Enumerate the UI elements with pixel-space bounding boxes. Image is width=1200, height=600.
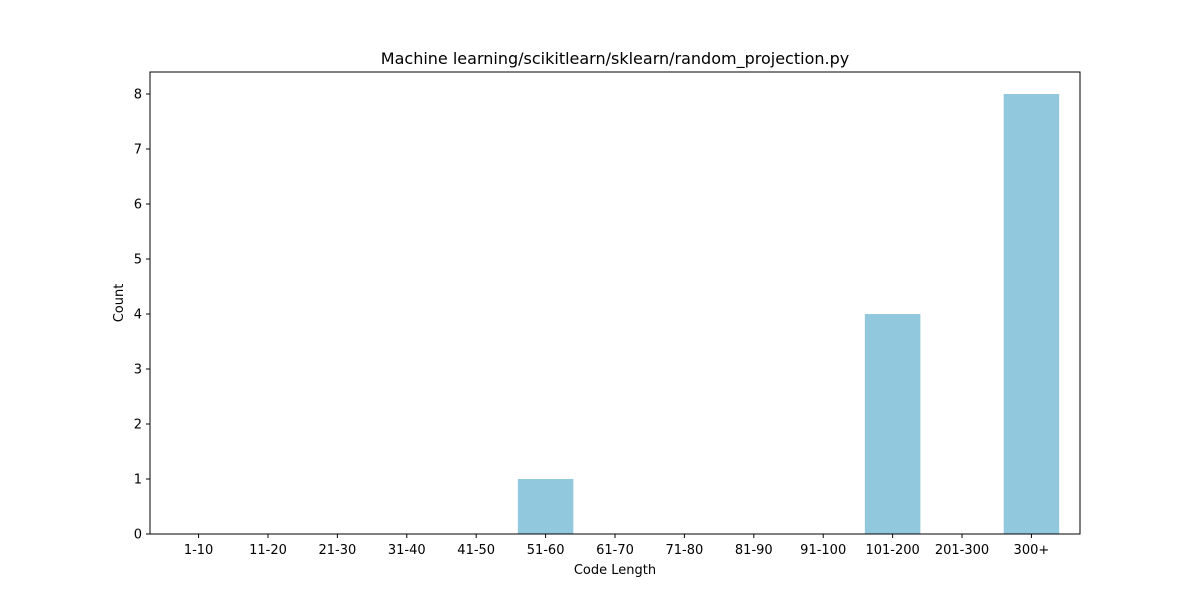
y-tick-label: 4 bbox=[134, 308, 142, 323]
y-tick-label: 0 bbox=[134, 528, 142, 543]
x-axis: 1-10 11-20 21-30 31-40 41-50 51-60 61-70 71-80 8… bbox=[184, 534, 1049, 558]
x-tick-label: 31-40 bbox=[388, 543, 426, 558]
bars-group bbox=[517, 94, 1060, 534]
x-tick-label: 51-60 bbox=[527, 543, 565, 558]
y-tick-label: 6 bbox=[134, 198, 142, 213]
x-tick-label: 201-300 bbox=[935, 543, 989, 558]
x-tick-label: 71-80 bbox=[666, 543, 704, 558]
x-tick-label: 300+ bbox=[1014, 543, 1050, 558]
chart-title: Machine learning/scikitlearn/sklearn/ran… bbox=[381, 49, 849, 69]
bar-101-200 bbox=[864, 314, 921, 534]
y-axis: 0 1 2 3 4 5 6 7 8 bbox=[134, 88, 150, 543]
x-tick-label: 91-100 bbox=[800, 543, 846, 558]
bar-51-60 bbox=[517, 479, 574, 534]
x-tick-label: 101-200 bbox=[865, 543, 919, 558]
x-tick-label: 1-10 bbox=[184, 543, 214, 558]
x-tick-label: 11-20 bbox=[249, 543, 287, 558]
x-tick-label: 21-30 bbox=[318, 543, 356, 558]
y-tick-label: 7 bbox=[134, 143, 142, 158]
y-tick-label: 3 bbox=[134, 363, 142, 378]
bar-300+ bbox=[1003, 94, 1060, 534]
y-axis-label: Count bbox=[112, 284, 127, 323]
x-axis-label: Code Length bbox=[574, 563, 656, 578]
y-tick-label: 1 bbox=[134, 473, 142, 488]
y-tick-label: 8 bbox=[134, 88, 142, 103]
plot-frame bbox=[149, 71, 1081, 535]
x-tick-label: 41-50 bbox=[457, 543, 495, 558]
y-tick-label: 5 bbox=[134, 253, 142, 268]
x-tick-label: 61-70 bbox=[596, 543, 634, 558]
x-tick-label: 81-90 bbox=[735, 543, 773, 558]
y-tick-label: 2 bbox=[134, 418, 142, 433]
